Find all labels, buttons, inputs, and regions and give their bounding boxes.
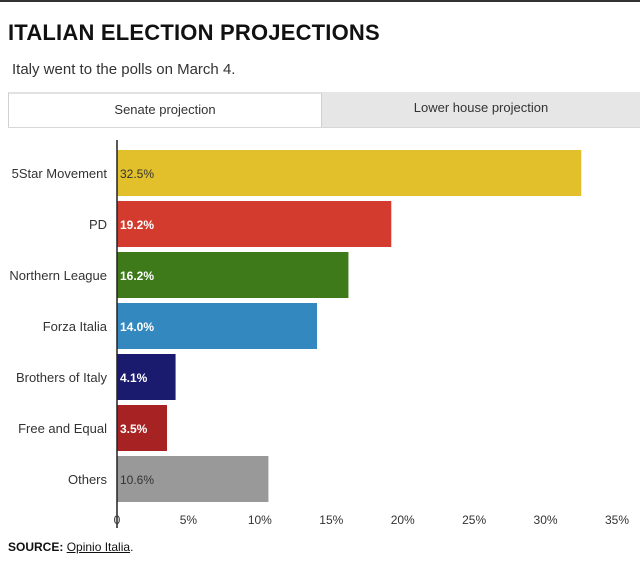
x-tick-label-5: 5% bbox=[180, 513, 198, 527]
tab-senate-projection[interactable]: Senate projection bbox=[8, 92, 322, 128]
tab-lower-house-projection[interactable]: Lower house projection bbox=[322, 92, 640, 128]
value-label-5star-movement: 32.5% bbox=[120, 167, 154, 181]
value-label-brothers-of-italy: 4.1% bbox=[120, 371, 148, 385]
bar-northern-league bbox=[117, 252, 349, 298]
bar-others bbox=[117, 456, 269, 502]
value-label-forza-italia: 14.0% bbox=[120, 320, 154, 334]
bar-brothers-of-italy bbox=[117, 354, 176, 400]
bar-5star-movement bbox=[117, 150, 582, 196]
x-tick-label-0: 0 bbox=[114, 513, 121, 527]
source-note: SOURCE: Opinio Italia. bbox=[8, 540, 133, 554]
category-label-brothers-of-italy: Brothers of Italy bbox=[16, 370, 108, 385]
x-tick-label-10: 10% bbox=[248, 513, 272, 527]
category-label-free-and-equal: Free and Equal bbox=[18, 421, 107, 436]
x-tick-label-30: 30% bbox=[534, 513, 558, 527]
chart-subtitle: Italy went to the polls on March 4. bbox=[12, 61, 236, 78]
value-label-pd: 19.2% bbox=[120, 218, 154, 232]
x-tick-label-35: 35% bbox=[605, 513, 629, 527]
category-label-northern-league: Northern League bbox=[9, 268, 107, 283]
value-label-free-and-equal: 3.5% bbox=[120, 422, 148, 436]
source-link[interactable]: Opinio Italia bbox=[66, 540, 131, 554]
source-label: SOURCE: bbox=[8, 540, 64, 554]
tab-bar: Senate projection Lower house projection bbox=[8, 92, 640, 128]
category-label-forza-italia: Forza Italia bbox=[43, 319, 108, 334]
bar-chart: 5Star Movement 32.5% PD 19.2% Northern Leagu… bbox=[9, 140, 629, 528]
bar-forza-italia bbox=[117, 303, 317, 349]
bar-free-and-equal bbox=[117, 405, 167, 451]
chart-title: ITALIAN ELECTION PROJECTIONS bbox=[8, 20, 380, 45]
x-tick-label-20: 20% bbox=[391, 513, 415, 527]
source-suffix: . bbox=[130, 540, 134, 554]
value-label-northern-league: 16.2% bbox=[120, 269, 154, 283]
category-label-others: Others bbox=[68, 472, 108, 487]
top-rule bbox=[0, 0, 640, 2]
x-tick-label-15: 15% bbox=[319, 513, 343, 527]
value-label-others: 10.6% bbox=[120, 473, 154, 487]
category-label-pd: PD bbox=[89, 217, 107, 232]
category-label-5star-movement: 5Star Movement bbox=[12, 166, 108, 181]
tab-underline bbox=[8, 127, 640, 128]
x-tick-label-25: 25% bbox=[462, 513, 486, 527]
bar-pd bbox=[117, 201, 392, 247]
